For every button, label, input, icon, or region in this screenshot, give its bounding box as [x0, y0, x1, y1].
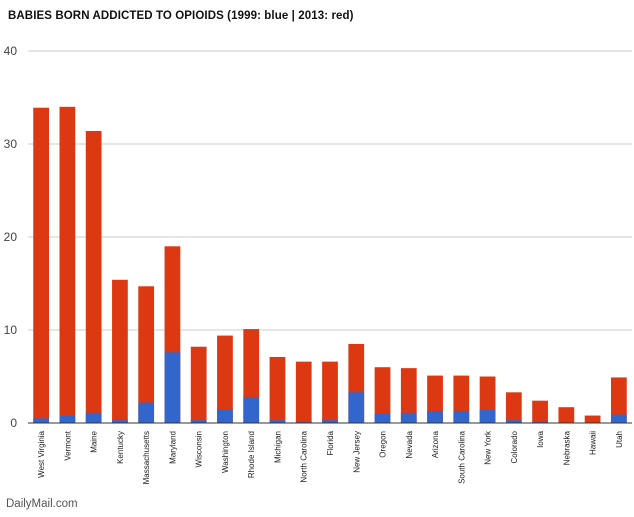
- x-tick-label: Rhode Island: [247, 431, 256, 478]
- bar-2013: [217, 335, 233, 423]
- x-tick-label: Florida: [326, 430, 335, 455]
- source-watermark: DailyMail.com: [2, 497, 82, 511]
- x-tick-label: Maine: [90, 430, 99, 452]
- bar-2013: [112, 279, 128, 423]
- bar-1999: [59, 415, 76, 423]
- bar-2013: [190, 346, 207, 423]
- bar-1999: [138, 402, 155, 423]
- bar-2013: [269, 356, 286, 423]
- x-tick-label: Maryland: [168, 431, 177, 464]
- bar-2013: [59, 106, 76, 424]
- bar-1999: [112, 420, 128, 423]
- y-tick-label: 40: [4, 44, 18, 58]
- x-tick-label: Utah: [615, 431, 624, 448]
- bar-1999: [85, 412, 102, 423]
- bar-1999: [322, 420, 338, 423]
- bar-2013: [610, 377, 627, 423]
- bar-1999: [348, 392, 365, 423]
- bar-1999: [427, 410, 443, 423]
- bar-1999: [33, 418, 50, 423]
- x-tick-label: Colorado: [510, 430, 519, 463]
- x-tick-label: Wisconsin: [195, 431, 204, 467]
- x-tick-label: Vermont: [63, 430, 72, 461]
- bar-2013: [322, 361, 338, 423]
- bar-2013: [505, 392, 522, 423]
- bar-1999: [217, 409, 233, 423]
- y-tick-label: 0: [10, 416, 17, 430]
- bar-2013: [138, 286, 155, 423]
- chart-title: BABIES BORN ADDICTED TO OPIOIDS (1999: b…: [8, 10, 354, 22]
- bar-1999: [374, 413, 391, 423]
- bar-1999: [190, 420, 207, 423]
- y-tick-label: 10: [4, 323, 18, 337]
- x-tick-label: Hawaii: [589, 431, 598, 455]
- bar-1999: [164, 352, 181, 423]
- x-tick-label: Washington: [221, 431, 230, 473]
- x-tick-label: Iowa: [536, 430, 545, 447]
- bar-1999: [400, 412, 417, 423]
- y-tick-label: 30: [4, 137, 18, 151]
- bar-1999: [243, 396, 260, 423]
- x-tick-label: Kentucky: [116, 431, 125, 464]
- bar-1999: [505, 420, 522, 423]
- bar-1999: [295, 421, 312, 423]
- x-tick-label: New Jersey: [352, 431, 361, 473]
- bar-2013: [558, 407, 575, 423]
- x-tick-label: Nebraska: [562, 430, 571, 465]
- y-tick-label: 20: [4, 230, 18, 244]
- bar-1999: [479, 409, 496, 423]
- bar-2013: [400, 368, 417, 423]
- bar-1999: [532, 421, 548, 423]
- bar-2013: [532, 400, 548, 423]
- bar-2013: [33, 107, 50, 423]
- x-tick-label: Massachusetts: [142, 431, 151, 484]
- bar-2013: [85, 130, 102, 424]
- x-tick-label: Nevada: [405, 430, 414, 458]
- bar-2013: [584, 415, 601, 423]
- x-tick-label: South Carolina: [457, 430, 466, 483]
- bar-2013: [374, 367, 391, 423]
- x-tick-label: Michigan: [273, 431, 282, 463]
- x-tick-label: Oregon: [379, 431, 388, 458]
- bar-1999: [453, 410, 470, 423]
- x-tick-label: New York: [484, 430, 493, 465]
- x-tick-label: North Carolina: [300, 430, 309, 482]
- bar-1999: [269, 420, 286, 423]
- bar-2013: [295, 361, 312, 423]
- x-tick-label: West Virginia: [37, 430, 46, 477]
- bar-1999: [610, 414, 627, 423]
- x-tick-label: Arizona: [431, 430, 440, 458]
